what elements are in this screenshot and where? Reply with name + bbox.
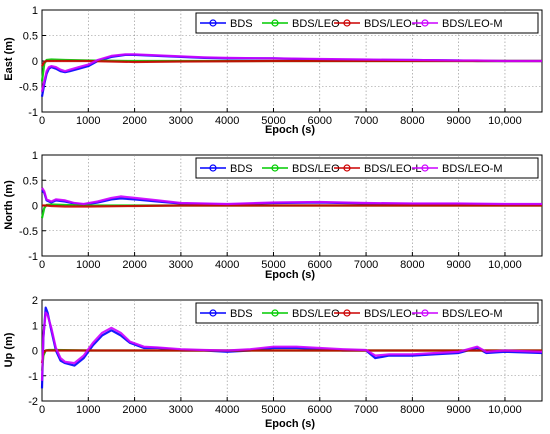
- series-line-bds-leo-m: [40, 53, 542, 92]
- series-line-bds-leo-l: [41, 59, 542, 67]
- x-tick-label: 6000: [308, 115, 332, 127]
- x-tick-label: 9000: [446, 259, 470, 271]
- y-tick-label: -1: [28, 371, 38, 383]
- y-tick-label: 0: [32, 56, 38, 68]
- series-line-bds-leo-m: [41, 187, 542, 206]
- legend-marker-bds-leo: [271, 19, 279, 27]
- legend-label-bds-leo-l: BDS/LEO-L: [364, 163, 421, 175]
- x-tick-label: 4000: [215, 259, 239, 271]
- series-line-bds-leo-m: [40, 311, 543, 381]
- series-line-bds-leo-l: [40, 349, 542, 364]
- legend-label-bds: BDS: [230, 308, 253, 320]
- legend-label-bds-leo-l: BDS/LEO-L: [364, 18, 421, 30]
- up-xlabel: Epoch (s): [265, 418, 315, 430]
- east-xlabel: Epoch (s): [265, 124, 315, 136]
- x-tick-label: 8000: [400, 259, 424, 271]
- legend-label-bds-leo-l: BDS/LEO-L: [364, 308, 421, 320]
- x-tick-label: 7000: [354, 404, 378, 416]
- x-tick-label: 2000: [122, 115, 146, 127]
- x-tick-label: 6000: [308, 404, 332, 416]
- north-ylabel: North (m): [3, 180, 15, 230]
- up-ylabel: Up (m): [3, 332, 15, 367]
- y-tick-label: 0.5: [23, 175, 38, 187]
- y-tick-label: 2: [32, 295, 38, 307]
- y-tick-label: 0.5: [23, 31, 38, 43]
- x-tick-label: 0: [39, 115, 45, 127]
- east-ylabel: East (m): [3, 37, 15, 81]
- legend: [195, 12, 539, 34]
- x-tick-label: 7000: [354, 115, 378, 127]
- up-panel: Up (m) Epoch (s) 0 1000 2000 3000 4000 5000 60…: [3, 295, 543, 430]
- legend-marker-bds-leo-l: [343, 164, 351, 172]
- y-tick-label: 0: [32, 201, 38, 213]
- x-tick-label: 1000: [76, 115, 100, 127]
- x-tick-label: 7000: [354, 259, 378, 271]
- y-tick-label: 1: [32, 320, 38, 332]
- x-tick-label: 2000: [122, 404, 146, 416]
- legend-marker-bds-leo-m: [421, 309, 429, 317]
- x-tick-label: 3000: [169, 404, 193, 416]
- x-tick-label: 8000: [400, 404, 424, 416]
- legend-label-bds-leo-m: BDS/LEO-M: [442, 18, 503, 30]
- x-tick-label: 1000: [76, 259, 100, 271]
- legend-marker-bds-leo-m: [421, 19, 429, 27]
- x-tick-label: 5000: [261, 404, 285, 416]
- east-panel: East (m) Epoch (s) 0 1000 2000 3000 4000 5000…: [3, 5, 543, 136]
- legend: [195, 157, 539, 179]
- x-tick-label: 9000: [446, 115, 470, 127]
- legend-label-bds-leo-m: BDS/LEO-M: [442, 163, 503, 175]
- legend-marker-bds-leo: [271, 164, 279, 172]
- legend-label-bds-leo-m: BDS/LEO-M: [442, 308, 503, 320]
- y-tick-label: 1: [32, 150, 38, 162]
- north-xlabel: Epoch (s): [265, 269, 315, 281]
- x-tick-label: 8000: [400, 115, 424, 127]
- legend-label-bds-leo: BDS/LEO: [292, 18, 340, 30]
- legend-marker-bds: [209, 19, 217, 27]
- legend-label-bds: BDS: [230, 163, 253, 175]
- x-tick-label: 0: [39, 404, 45, 416]
- legend-marker-bds-leo: [271, 309, 279, 317]
- y-tick-label: 1: [32, 5, 38, 17]
- x-tick-label: 2000: [122, 259, 146, 271]
- x-tick-label: 3000: [169, 115, 193, 127]
- north-panel: North (m) Epoch (s) 0 1000 2000 3000 4000 500…: [3, 150, 543, 281]
- x-tick-label: 0: [39, 259, 45, 271]
- y-tick-label: -0.5: [19, 82, 38, 94]
- x-tick-label: 4000: [215, 115, 239, 127]
- x-tick-label: 10,000: [488, 115, 522, 127]
- x-tick-label: 5000: [261, 115, 285, 127]
- legend-marker-bds: [209, 309, 217, 317]
- x-tick-label: 6000: [308, 259, 332, 271]
- legend: [195, 302, 539, 324]
- x-tick-label: 1000: [76, 404, 100, 416]
- series-line-bds-leo-l: [42, 204, 542, 208]
- x-tick-label: 10,000: [488, 404, 522, 416]
- y-tick-label: -1: [28, 251, 38, 263]
- y-tick-label: 0: [32, 346, 38, 358]
- legend-label-bds: BDS: [230, 18, 253, 30]
- x-tick-label: 9000: [446, 404, 470, 416]
- legend-marker-bds-leo-l: [343, 309, 351, 317]
- y-tick-label: -0.5: [19, 226, 38, 238]
- y-tick-label: -1: [28, 107, 38, 119]
- legend-marker-bds-leo-m: [421, 164, 429, 172]
- x-tick-label: 3000: [169, 259, 193, 271]
- legend-label-bds-leo: BDS/LEO: [292, 308, 340, 320]
- x-tick-label: 5000: [261, 259, 285, 271]
- legend-marker-bds-leo-l: [343, 19, 351, 27]
- x-tick-label: 10,000: [488, 259, 522, 271]
- x-tick-label: 4000: [215, 404, 239, 416]
- legend-marker-bds: [209, 164, 217, 172]
- y-tick-label: -2: [28, 396, 38, 408]
- legend-label-bds-leo: BDS/LEO: [292, 163, 340, 175]
